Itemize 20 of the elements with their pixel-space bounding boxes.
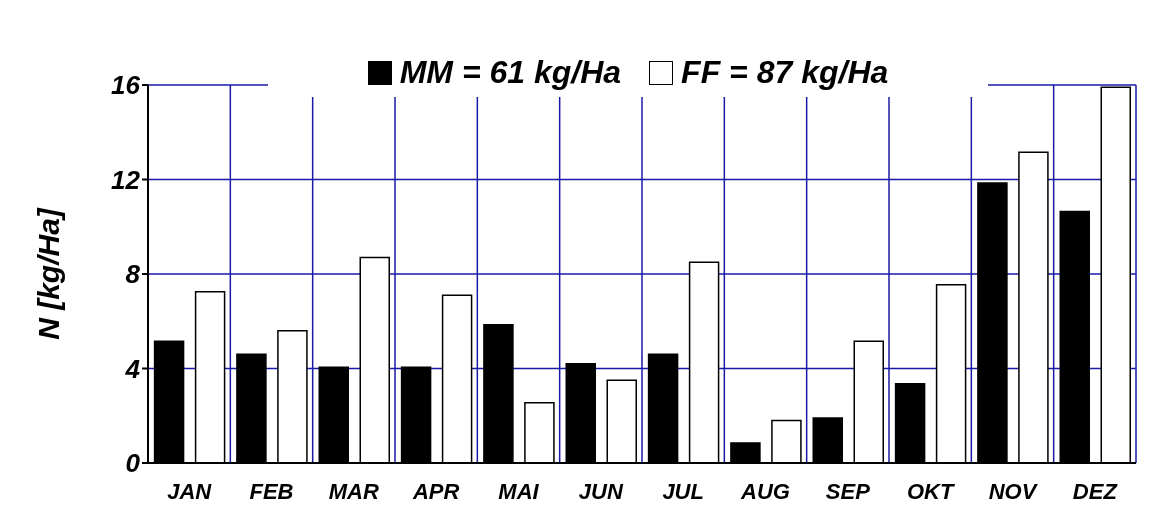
y-tick-label: 4 [124,353,141,384]
y-tick-label: 12 [111,164,141,195]
y-axis-title: N [kg/Ha] [31,207,65,340]
x-tick-label: AUG [740,478,790,504]
x-tick-label: MAI [498,478,540,504]
x-tick-label: JUL [662,478,704,504]
x-tick-label: MAR [328,478,379,504]
y-tick-label: 0 [125,448,141,479]
x-tick-label: NOV [988,478,1039,504]
legend-label: MM = 61 kg/Ha [399,54,622,91]
x-tick-label: SEP [825,478,871,504]
x-tick-label: FEB [249,478,294,504]
legend-label: FF = 87 kg/Ha [681,54,889,91]
x-tick-label: JUN [578,478,624,504]
x-tick-label: DEZ [1072,478,1119,504]
y-tick-label: 8 [125,259,141,290]
x-tick-label: APR [411,478,460,504]
x-tick-label: JAN [167,478,213,504]
x-tick-label: OKT [906,478,955,504]
y-tick-label: 16 [111,70,141,101]
